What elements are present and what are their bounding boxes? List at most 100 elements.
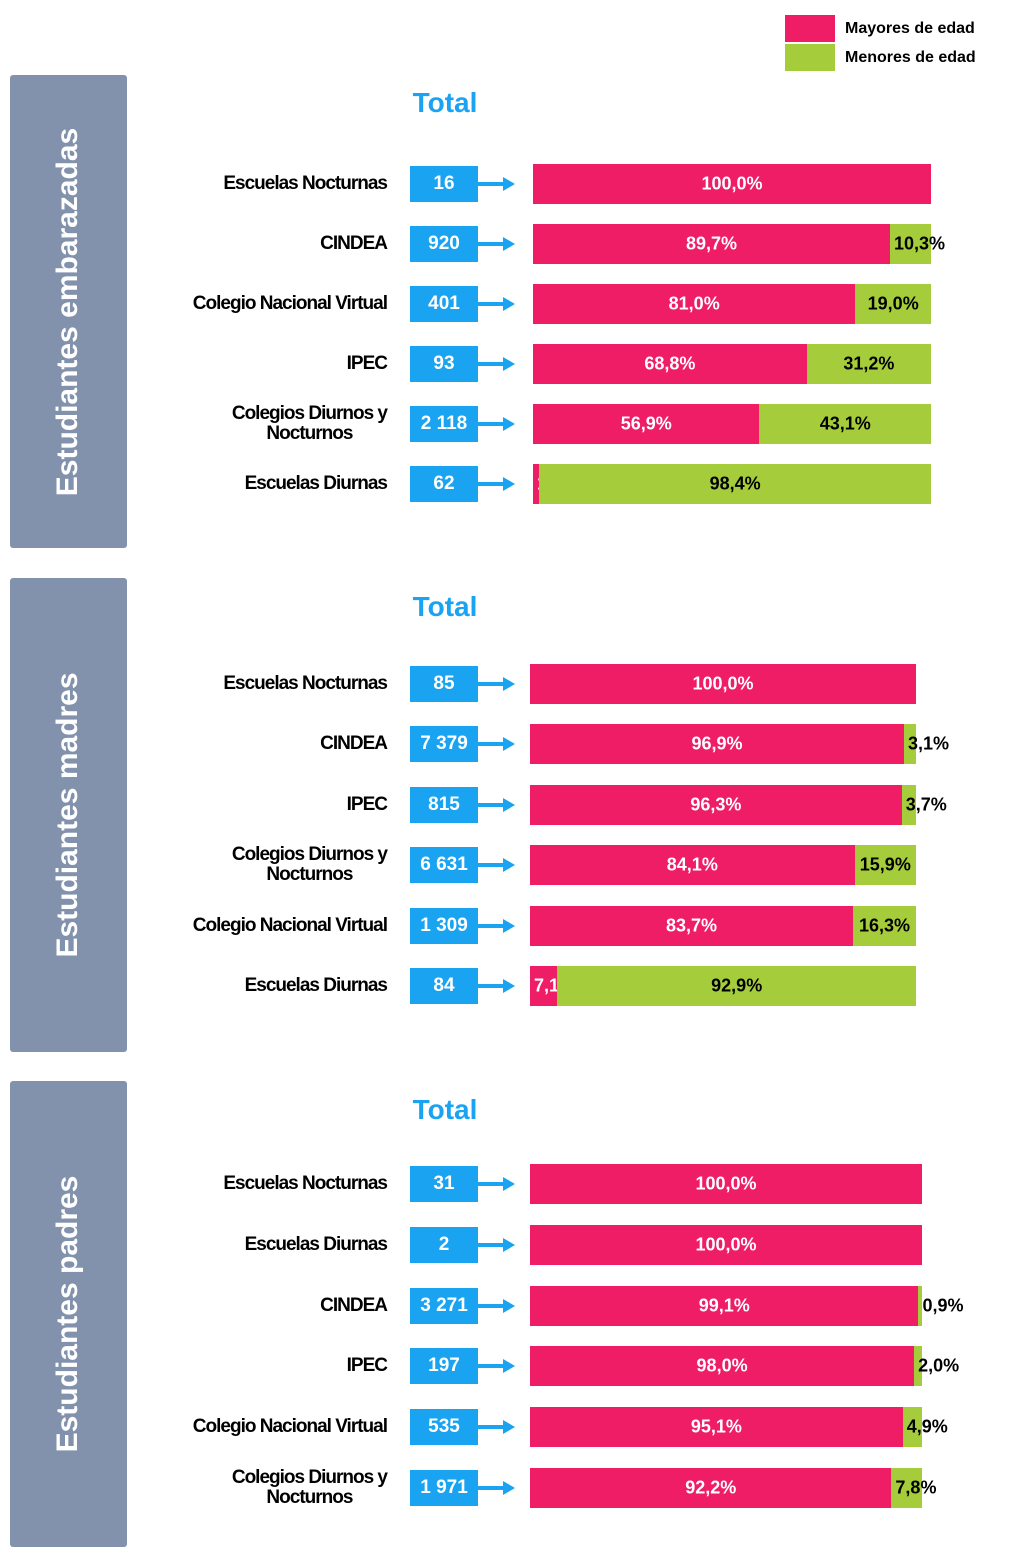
value-label: 16,3% [859,915,911,936]
bar-segment [853,905,916,946]
value-label: 7,8% [895,1477,937,1498]
bar-segment [533,464,540,504]
bar-segment [539,464,931,504]
bar-segment [530,664,916,704]
arrow [478,1425,504,1430]
bar-segment [533,404,760,444]
value-label: 99,1% [698,1295,750,1316]
arrow [478,482,504,486]
value-label: 10,3% [894,233,946,254]
arrow-head [503,1237,515,1252]
category-label: Colegio Nacional Virtual [192,1416,388,1438]
bar-segment [530,1468,892,1508]
total-box: 815 [410,786,478,823]
value-label: 89,7% [685,233,738,254]
value-label: 4,9% [906,1416,948,1437]
category-label: CINDEA [320,733,388,755]
arrow [478,984,504,988]
value-label: 98,0% [696,1355,748,1376]
bar-segment [530,1346,915,1387]
arrow-head [503,858,515,873]
group-panel [10,75,127,548]
arrow-head [503,677,515,691]
bar-segment [904,724,916,765]
bar-segment [530,1224,922,1265]
category-label: CINDEA [320,1294,388,1316]
totals-title: Total [412,591,478,622]
total-box: 31 [410,1166,478,1202]
bar-segment [533,344,807,384]
category-label: Escuelas Nocturnas [223,673,388,694]
group-panel [10,578,127,1052]
bar-segment [530,784,902,825]
total-box: 16 [410,166,478,202]
total-box: 1 309 [410,907,478,944]
arrow [478,1486,504,1490]
category-label: Colegio Nacional Virtual [192,293,388,314]
category-label: CINDEA [320,233,388,254]
arrow-head [503,477,515,491]
bar-segment [891,1468,922,1508]
arrow-head [503,1177,515,1191]
bar-segment [530,905,854,946]
arrow-head [503,1298,515,1313]
value-label: 92,2% [685,1477,737,1498]
arrow-head [503,297,515,311]
bar-segment [557,966,916,1006]
arrow [478,682,504,686]
bar-segment [530,845,855,886]
value-label: 43,1% [819,413,871,434]
bar-segment [533,224,890,264]
category-label: Colegio Nacional Virtual [192,914,388,936]
bar-segment [854,845,916,886]
value-label: 68,8% [644,353,696,374]
group-label: Estudiantes madres [51,672,84,958]
totals-title: Total [412,87,478,118]
category-label: Escuelas Diurnas [244,473,388,494]
value-label: 84,1% [666,854,718,875]
value-label: 95,1% [690,1416,742,1437]
arrow-head [503,357,515,371]
value-label: 81,0% [668,293,720,314]
category-label: Escuelas Nocturnas [223,1173,388,1194]
bar-segment [855,284,931,324]
arrow [478,1364,504,1369]
group-panel [10,1081,127,1547]
category-label: Colegios Diurnos y Nocturnos [231,844,388,886]
arrow [478,742,504,747]
legend-label: Menores de edad [845,49,976,66]
total-box: 3 271 [410,1287,478,1324]
value-label: 15,9% [859,854,911,875]
value-label: 100,0% [701,173,763,194]
value-label: 100,0% [692,673,754,694]
value-label: 2,0% [918,1355,960,1376]
value-label: 31,2% [843,353,895,374]
value-label: 96,3% [690,794,742,815]
bar-segment [890,224,931,264]
category-label: Colegios Diurnos y Nocturnos [231,1467,388,1508]
total-box: 2 [410,1226,478,1263]
category-label: IPEC [346,353,388,374]
value-label: 92,9% [711,975,763,996]
category-label: Escuelas Diurnas [244,1233,388,1255]
total-box: 920 [410,226,478,262]
arrow [478,1303,504,1308]
total-box: 6 631 [410,847,478,884]
bar-segment [530,966,558,1006]
total-box: 197 [410,1348,478,1385]
value-label: 100,0% [695,1173,757,1194]
arrow-head [503,737,515,752]
arrow-head [503,237,515,251]
bar-segment [901,784,916,825]
arrow [478,802,504,807]
arrow-head [503,1481,515,1495]
value-label: 19,0% [867,293,919,314]
arrow [478,182,504,186]
category-label: IPEC [346,793,388,815]
category-label: IPEC [346,1355,388,1377]
value-label: 0,9% [922,1295,964,1316]
bar-segment [530,1164,922,1204]
bar-segment [530,724,905,765]
category-label: Escuelas Nocturnas [223,173,388,194]
